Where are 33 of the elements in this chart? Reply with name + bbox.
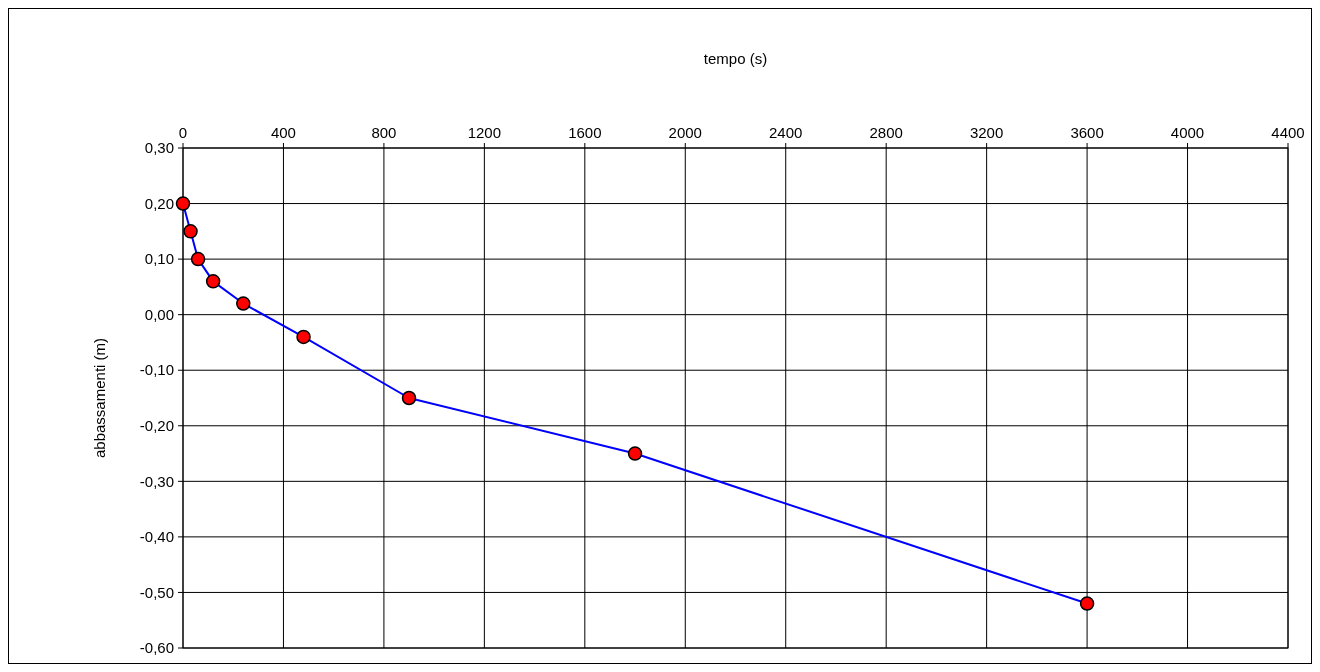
- x-tick-label: 2800: [869, 124, 903, 141]
- point: [190, 251, 206, 267]
- x-tick-label: 3600: [1070, 124, 1104, 141]
- point: [1079, 596, 1095, 611]
- x-tick-label: 1600: [568, 124, 602, 141]
- point: [205, 274, 221, 289]
- y-tick-label: -0,10: [139, 361, 174, 379]
- point: [175, 196, 191, 211]
- point: [401, 390, 417, 406]
- x-tick-label: 0: [178, 124, 188, 141]
- x-tick-label: 2000: [668, 124, 702, 141]
- point: [296, 329, 311, 345]
- x-tick-label: 1200: [467, 124, 502, 141]
- y-tick-label: -0,60: [139, 639, 174, 657]
- x-tick-label: 4400: [1271, 124, 1305, 141]
- y-tick-label: -0,40: [139, 528, 174, 546]
- y-tick-label: -0,20: [139, 417, 174, 435]
- y-tick-label: -0,50: [139, 583, 174, 601]
- x-tick-label: 4000: [1170, 124, 1205, 141]
- y-tick-label: 0,20: [144, 194, 174, 212]
- x-tick-label: 400: [270, 124, 296, 141]
- y-tick-label: 0,00: [144, 305, 174, 323]
- y-tick-label: -0,30: [139, 472, 174, 490]
- y-tick-label: 0,30: [144, 139, 174, 157]
- x-axis-title: tempo (s): [703, 50, 768, 67]
- x-tick-label: 800: [371, 124, 397, 141]
- point: [236, 296, 251, 311]
- x-tick-label: 3200: [969, 124, 1004, 141]
- x-tick-label: 2400: [769, 124, 803, 141]
- point: [183, 224, 198, 239]
- y-axis-title: abbassamenti (m): [91, 337, 108, 459]
- point: [627, 446, 643, 461]
- y-tick-label: 0,10: [144, 250, 174, 268]
